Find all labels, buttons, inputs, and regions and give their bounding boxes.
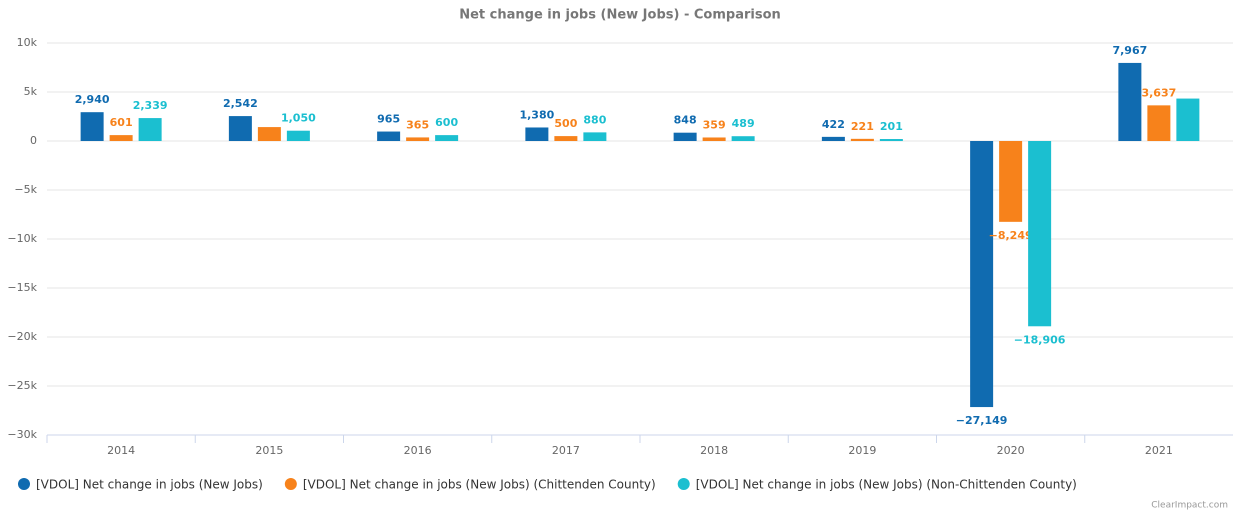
bar — [554, 136, 578, 141]
value-label: 359 — [703, 118, 726, 131]
bar — [970, 141, 994, 408]
y-tick-label: −10k — [7, 232, 37, 245]
value-label: 2,339 — [133, 99, 168, 112]
value-label: 600 — [435, 116, 458, 129]
bar — [286, 130, 310, 141]
value-label: 221 — [851, 120, 874, 133]
value-label: 2,940 — [75, 93, 110, 106]
value-label: 422 — [822, 118, 845, 131]
bar — [525, 127, 549, 141]
credit: ClearImpact.com — [1151, 501, 1228, 511]
y-tick-label: −20k — [7, 330, 37, 343]
bar — [1028, 141, 1052, 327]
legend-marker — [284, 478, 297, 490]
value-label: 965 — [377, 113, 400, 126]
bar — [406, 137, 430, 141]
bar — [999, 141, 1023, 222]
value-label: 1,380 — [519, 108, 554, 121]
value-label: 601 — [110, 116, 133, 129]
legend-label: [VDOL] Net change in jobs (New Jobs) (No… — [696, 478, 1077, 492]
value-label: 848 — [674, 114, 697, 127]
bar — [257, 127, 281, 141]
y-tick-label: 10k — [17, 36, 38, 49]
bar — [673, 132, 697, 141]
legend-marker — [677, 478, 690, 490]
bar — [731, 136, 755, 141]
value-label: 880 — [583, 113, 606, 126]
x-tick-label: 2021 — [1145, 444, 1173, 457]
value-label: −18,906 — [1014, 333, 1066, 346]
bar — [1118, 62, 1142, 141]
y-tick-label: 0 — [30, 134, 37, 147]
y-tick-label: −25k — [7, 379, 37, 392]
bar — [702, 137, 726, 141]
bar — [879, 139, 903, 141]
value-label: 365 — [406, 118, 429, 131]
x-tick-label: 2016 — [404, 444, 432, 457]
value-label: 201 — [880, 120, 903, 133]
value-label: 7,967 — [1112, 44, 1147, 57]
y-tick-label: 5k — [24, 85, 38, 98]
x-tick-label: 2020 — [997, 444, 1025, 457]
bar — [1176, 98, 1200, 141]
value-label: 1,050 — [281, 112, 316, 125]
legend-label: [VDOL] Net change in jobs (New Jobs) — [36, 478, 263, 492]
value-label: 500 — [554, 117, 577, 130]
bar — [1147, 105, 1171, 141]
x-tick-label: 2018 — [700, 444, 728, 457]
bar — [821, 136, 845, 141]
x-tick-label: 2015 — [255, 444, 283, 457]
x-tick-label: 2014 — [107, 444, 135, 457]
bar — [80, 112, 104, 141]
bar — [435, 135, 459, 141]
legend-marker — [18, 478, 30, 490]
value-label: 3,637 — [1141, 86, 1176, 99]
x-tick-label: 2017 — [552, 444, 580, 457]
value-label: −27,149 — [956, 414, 1008, 427]
chart-title: Net change in jobs (New Jobs) - Comparis… — [459, 8, 781, 23]
bar — [138, 118, 162, 141]
y-tick-label: −30k — [7, 428, 37, 441]
x-tick-label: 2019 — [848, 444, 876, 457]
y-tick-label: −5k — [14, 183, 37, 196]
value-label: 2,542 — [223, 97, 258, 110]
bar — [583, 132, 607, 141]
bar — [228, 116, 252, 141]
bar — [109, 135, 133, 141]
bar — [850, 138, 874, 141]
legend-label: [VDOL] Net change in jobs (New Jobs) (Ch… — [303, 478, 656, 492]
bar — [377, 131, 401, 141]
value-label: −8,249 — [989, 229, 1033, 242]
y-tick-label: −15k — [7, 281, 37, 294]
value-label: 489 — [732, 117, 755, 130]
